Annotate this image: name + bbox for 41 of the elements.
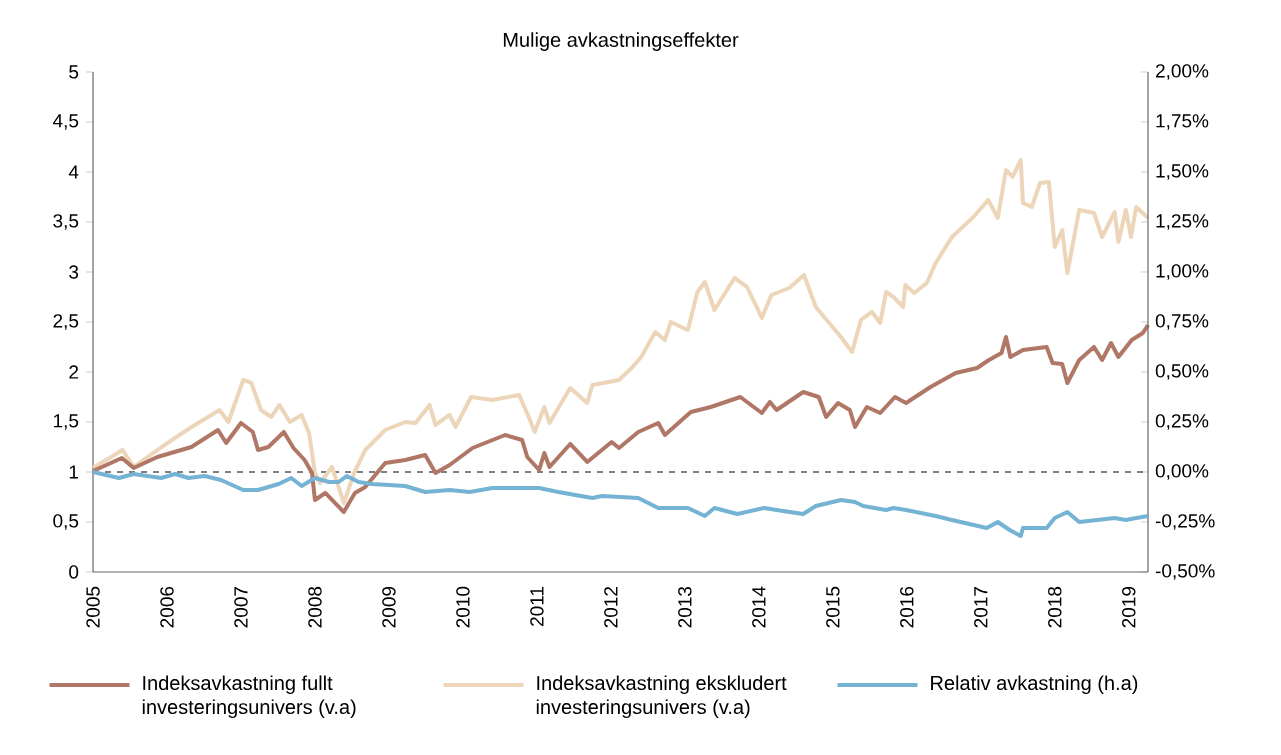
y2-tick-label: -0,25% [1155, 514, 1215, 530]
x-tick-label: 2010 [456, 586, 470, 628]
y-tick-label: 2,5 [53, 314, 79, 330]
y-tick-label: 1 [69, 465, 79, 479]
y-tick-label: 5 [69, 65, 79, 79]
x-tick-label: 2013 [678, 586, 692, 628]
x-tick-label: 2014 [752, 586, 766, 628]
y-tick-label: 4 [68, 165, 79, 179]
y2-tick-label: 0,00% [1155, 464, 1209, 480]
x-tick-label: 2012 [604, 587, 618, 628]
y-tick-label: 0,5 [53, 514, 79, 530]
y-tick-label: 2 [69, 365, 79, 379]
x-tick-label: 2007 [234, 587, 248, 628]
y-tick-label: 0 [69, 565, 79, 579]
legend-label: Indeksavkastning ekskludert investeringsunivers (v.a) [536, 675, 787, 719]
x-tick-label: 2015 [826, 586, 840, 628]
x-tick-label: 2006 [160, 586, 174, 628]
y2-tick-label: 1,25% [1156, 214, 1209, 230]
x-tick-label: 2008 [308, 586, 322, 628]
legend-label: Indeksavkastning fullt investeringsunivers (v.a) [142, 675, 356, 719]
x-tick-label: 2019 [1122, 586, 1136, 628]
y2-tick-label: -0,50% [1155, 564, 1215, 580]
x-tick-label: 2005 [86, 586, 100, 628]
x-tick-label: 2016 [900, 586, 914, 628]
y2-tick-label: 1,50% [1156, 164, 1209, 180]
y2-tick-label: 0,50% [1155, 364, 1209, 380]
x-tick-label: 2017 [974, 587, 988, 628]
x-tick-label: 2011 [530, 586, 544, 626]
y-tick-label: 3 [69, 265, 79, 279]
x-tick-label: 2018 [1048, 586, 1062, 628]
y2-tick-label: 0,75% [1155, 314, 1209, 330]
y2-tick-label: 1,00% [1156, 264, 1209, 280]
y2-tick-label: 2,00% [1156, 64, 1209, 80]
y2-tick-label: 0,25% [1155, 414, 1209, 430]
y-tick-label: 1,5 [53, 414, 79, 430]
y-tick-label: 3,5 [53, 214, 79, 230]
x-tick-label: 2009 [382, 586, 396, 628]
y2-tick-label: 1,75% [1156, 114, 1209, 130]
chart-title: Mulige avkastningseffekter [503, 32, 739, 51]
legend-label: Relativ avkastning (h.a) [931, 675, 1138, 695]
y-tick-label: 4,5 [52, 114, 79, 130]
